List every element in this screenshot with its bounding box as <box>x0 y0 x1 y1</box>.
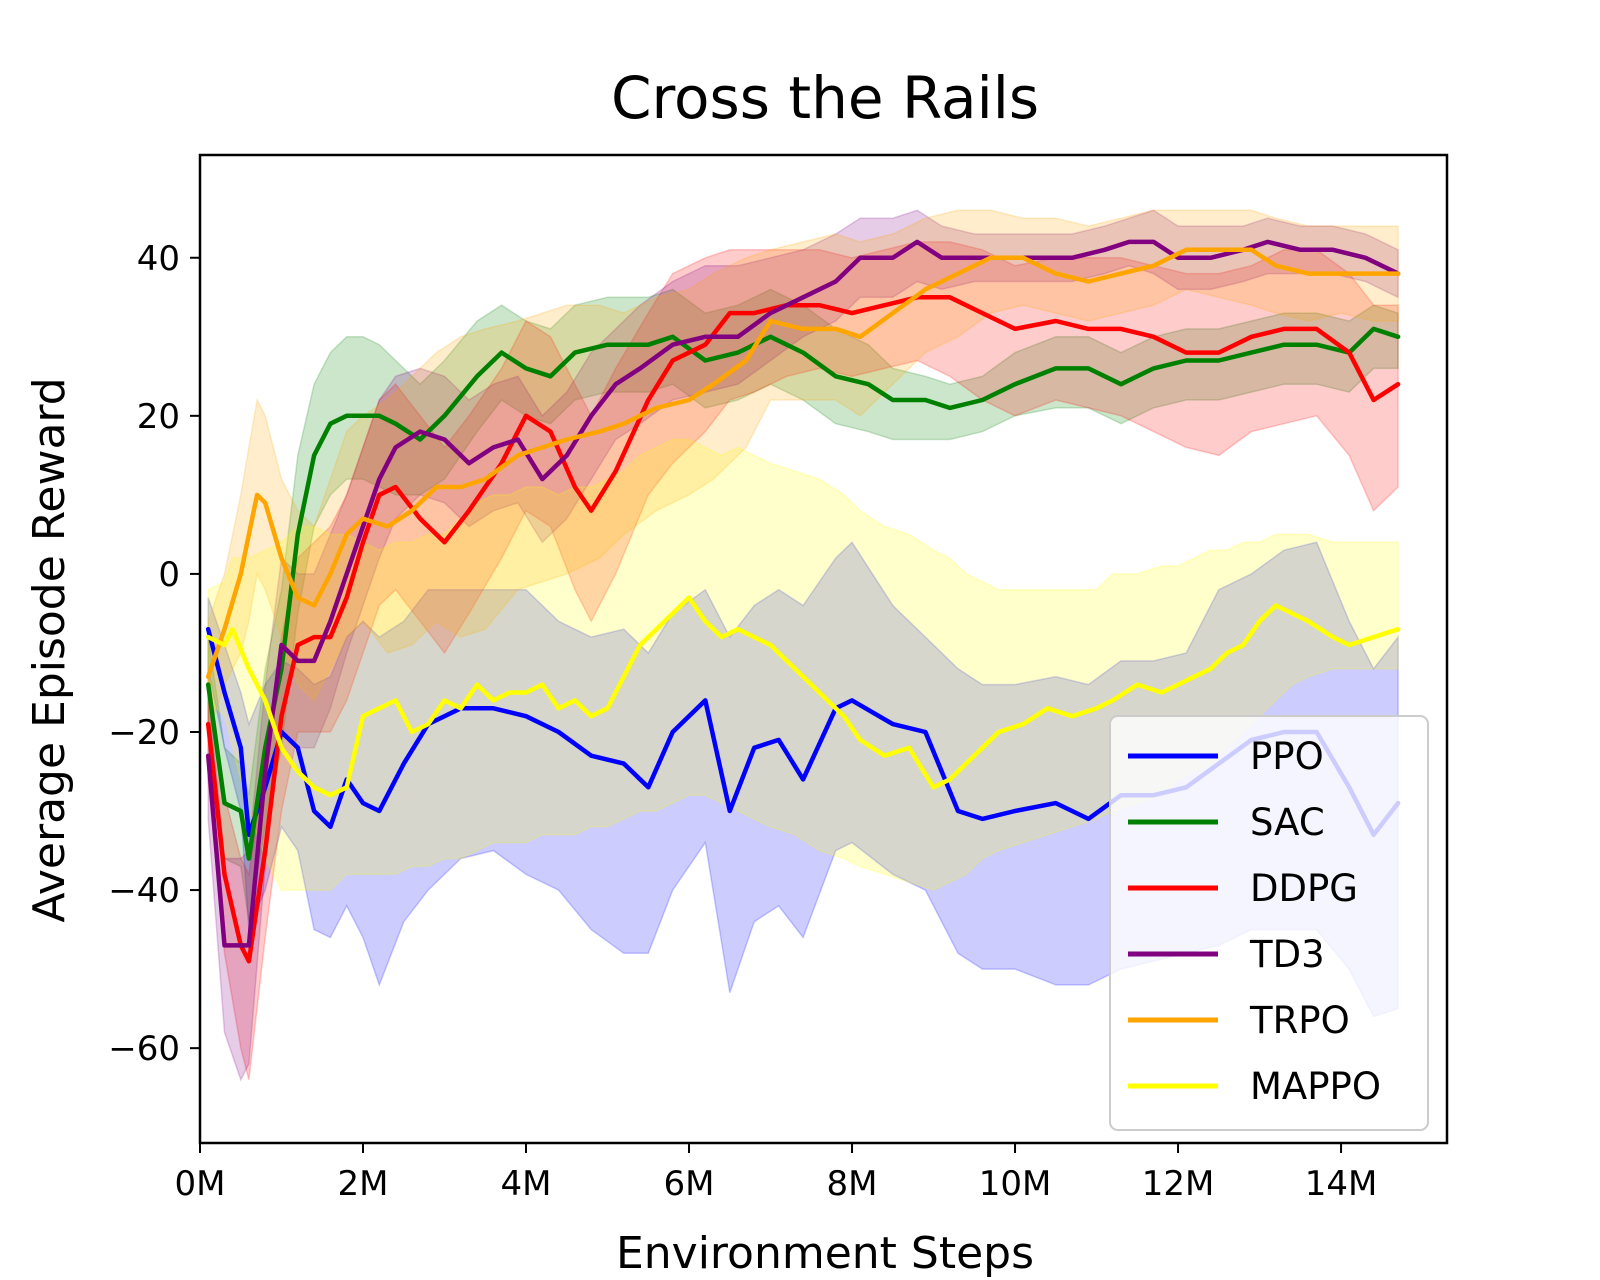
band-td3 <box>207 209 1399 1082</box>
series-line-trpo <box>205 247 1401 679</box>
band-trpo <box>207 209 1399 733</box>
band-sac <box>207 288 1399 922</box>
x-tick-label: 0M <box>175 1164 226 1204</box>
series-line-mappo <box>205 595 1401 798</box>
x-tick-label: 6M <box>664 1164 715 1204</box>
y-tick-label: 0 <box>158 555 180 595</box>
legend-label-trpo: TRPO <box>1249 999 1350 1042</box>
x-tick-label: 10M <box>979 1164 1052 1204</box>
series-line-td3 <box>205 239 1401 948</box>
x-axis-title: Environment Steps <box>616 1228 1034 1279</box>
y-axis: −60 −40 −20 0 20 40 <box>108 239 200 1069</box>
y-tick-label: −60 <box>108 1029 180 1069</box>
y-axis-title: Average Episode Reward <box>24 377 75 922</box>
chart-title: Cross the Rails <box>611 64 1039 132</box>
x-axis: 0M 2M 4M 6M 8M 10M 12M 14M <box>175 1143 1378 1204</box>
y-tick-label: −40 <box>108 871 180 911</box>
y-tick-label: 20 <box>137 397 180 437</box>
band-mappo <box>207 438 1399 891</box>
y-tick-label: 40 <box>137 239 180 279</box>
series-line-sac <box>205 326 1401 861</box>
plot-frame <box>198 153 1449 1145</box>
legend-label-td3: TD3 <box>1249 933 1325 976</box>
legend: PPO SAC DDPG TD3 TRPO MAPPO <box>1109 715 1429 1131</box>
y-tick-label: −20 <box>108 713 180 753</box>
x-tick-label: 2M <box>338 1164 389 1204</box>
x-tick-label: 4M <box>501 1164 552 1204</box>
legend-label-ppo: PPO <box>1250 735 1324 778</box>
x-tick-label: 14M <box>1305 1164 1378 1204</box>
legend-label-mappo: MAPPO <box>1250 1065 1381 1108</box>
legend-label-sac: SAC <box>1250 801 1325 844</box>
x-tick-label: 8M <box>827 1164 878 1204</box>
series-lines <box>205 239 1401 964</box>
legend-label-ddpg: DDPG <box>1250 867 1358 910</box>
x-tick-label: 12M <box>1142 1164 1215 1204</box>
